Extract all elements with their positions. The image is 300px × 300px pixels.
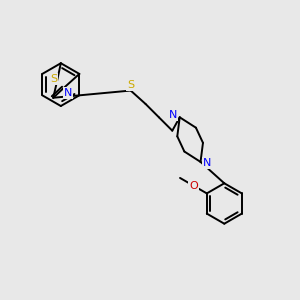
Text: N: N	[203, 158, 211, 168]
Text: S: S	[50, 74, 58, 84]
Text: N: N	[64, 88, 72, 98]
Text: N: N	[169, 110, 177, 120]
Text: O: O	[189, 181, 198, 191]
Text: S: S	[127, 80, 134, 90]
